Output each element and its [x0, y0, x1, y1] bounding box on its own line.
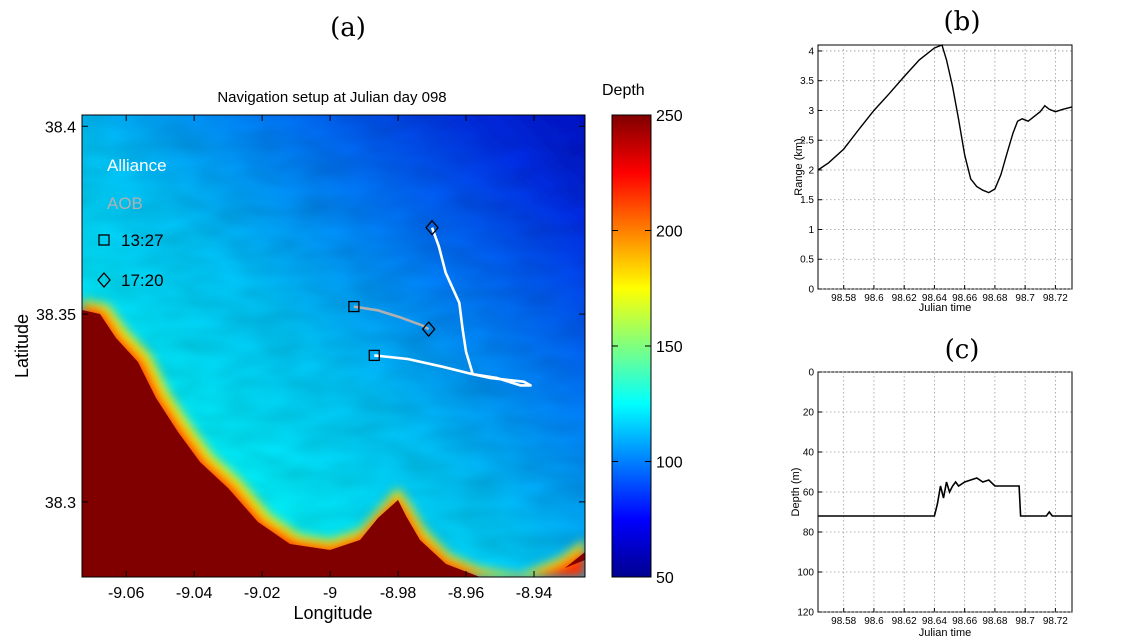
xtick-label: 98.62	[892, 616, 917, 627]
map-xtick-label: -9	[323, 585, 337, 602]
legend-aob: AOB	[107, 194, 143, 213]
ytick-label: 2.5	[800, 136, 814, 147]
depth-panel: 98.58 98.6 98.62 98.64 98.66 98.68 98.7 98.72 0 2…	[790, 368, 1073, 639]
xtick-label: 98.7	[1015, 293, 1035, 304]
xtick-label: 98.58	[831, 293, 856, 304]
ytick-label: 120	[797, 608, 814, 619]
colorbar-tick-label: 100	[656, 455, 683, 472]
map-ytick-label: 38.3	[45, 495, 76, 512]
xtick-label: 98.66	[952, 293, 977, 304]
map-ylabel: Latitude	[12, 314, 32, 378]
xtick-label: 98.64	[922, 616, 947, 627]
colorbar-tick-label: 50	[656, 570, 674, 587]
xtick-label: 98.72	[1043, 293, 1068, 304]
track-alliance	[374, 227, 532, 387]
legend-square-marker	[98, 234, 110, 246]
ytick-label: 20	[803, 408, 815, 419]
map-ytick-label: 38.35	[36, 307, 76, 324]
range-series-line	[817, 44, 1073, 194]
depth-xlabel: Julian time	[919, 627, 972, 639]
map-title: Navigation setup at Julian day 098	[217, 89, 446, 106]
depth-ylabel: Depth (m)	[790, 468, 802, 517]
ytick-label: 3.5	[800, 76, 814, 87]
xtick-label: 98.62	[892, 293, 917, 304]
xtick-label: 98.6	[864, 616, 884, 627]
ytick-label: 3	[808, 106, 814, 117]
range-panel: 98.58 98.6 98.62 98.64 98.66 98.68 98.7 98.72 0 0…	[793, 44, 1073, 314]
track-start-marker	[348, 300, 360, 313]
track-end-marker	[425, 219, 439, 236]
xtick-label: 98.68	[982, 293, 1007, 304]
legend-diamond-marker	[97, 272, 111, 288]
map-ytick-label: 38.4	[45, 119, 76, 136]
colorbar: Depth 250 200 150 100 50	[602, 82, 683, 587]
map-frame	[81, 114, 586, 578]
ytick-label: 1	[808, 225, 814, 236]
colorbar-label: Depth	[602, 82, 645, 99]
map-xtick-label: -9.06	[108, 585, 145, 602]
legend-start-time: 13:27	[121, 231, 164, 250]
ytick-label: 1.5	[800, 195, 814, 206]
ytick-label: 40	[803, 448, 815, 459]
range-xlabel: Julian time	[919, 302, 972, 314]
map-legend: Alliance AOB 13:27 17:20	[97, 156, 167, 290]
range-plot-frame	[817, 44, 1073, 290]
depth-series-line	[818, 477, 1072, 517]
depth-axes: 98.58 98.6 98.62 98.64 98.66 98.68 98.7 98.72 0 2…	[797, 368, 1072, 627]
ytick-label: 0	[808, 368, 814, 379]
ytick-label: 2	[808, 165, 814, 176]
panel-label-b: (b)	[944, 7, 981, 37]
xtick-label: 98.68	[982, 616, 1007, 627]
colorbar-tick-label: 200	[656, 224, 683, 241]
ytick-label: 0	[808, 285, 814, 296]
xtick-label: 98.64	[922, 293, 947, 304]
map-xlabel: Longitude	[293, 603, 372, 623]
ytick-label: 60	[803, 488, 815, 499]
legend-alliance: Alliance	[107, 156, 167, 175]
map-tracks	[348, 219, 532, 387]
ytick-label: 4	[808, 46, 814, 57]
map-xtick-label: -8.96	[448, 585, 485, 602]
track-end-marker	[421, 321, 436, 338]
ytick-label: 100	[797, 568, 814, 579]
legend-end-time: 17:20	[121, 271, 164, 290]
ytick-label: 0.5	[800, 255, 814, 266]
map-xtick-label: -9.02	[244, 585, 281, 602]
map-xtick-label: -8.94	[516, 585, 553, 602]
xtick-label: 98.72	[1043, 616, 1068, 627]
map-xtick-label: -9.04	[176, 585, 213, 602]
colorbar-ticks: 250 200 150 100 50	[612, 108, 683, 587]
range-axes: 98.58 98.6 98.62 98.64 98.66 98.68 98.7 98.72 0 0…	[800, 45, 1072, 304]
ytick-label: 80	[803, 528, 815, 539]
xtick-label: 98.58	[831, 616, 856, 627]
xtick-label: 98.66	[952, 616, 977, 627]
xtick-label: 98.7	[1015, 616, 1035, 627]
range-ylabel: Range (km)	[793, 138, 805, 195]
panel-label-a: (a)	[330, 13, 366, 43]
map-panel: Navigation setup at Julian day 098 -9.06…	[12, 89, 586, 623]
colorbar-tick-label: 250	[656, 108, 683, 125]
bathymetry-image	[82, 115, 585, 577]
panel-label-c: (c)	[945, 335, 980, 365]
xtick-label: 98.6	[864, 293, 884, 304]
map-axes: -9.06 -9.04 -9.02 -9 -8.98 -8.96 -8.94 38.4 38.3…	[36, 115, 585, 602]
colorbar-tick-label: 150	[656, 339, 683, 356]
track-start-marker	[368, 349, 380, 362]
map-xtick-label: -8.98	[380, 585, 417, 602]
